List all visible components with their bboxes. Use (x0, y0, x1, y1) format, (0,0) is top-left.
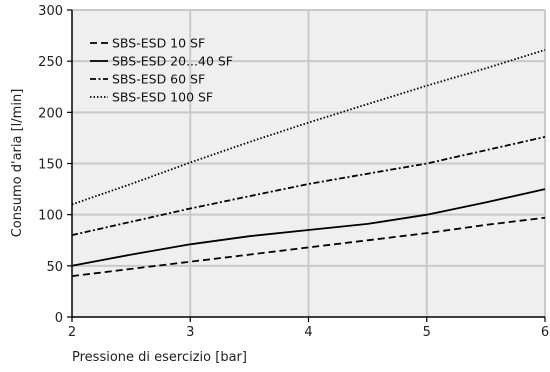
y-tick-label: 250 (38, 55, 63, 70)
legend-label: SBS-ESD 10 SF (112, 36, 205, 51)
legend-label: SBS-ESD 60 SF (112, 72, 205, 87)
tick-labels: 0 50 100 150 200 250 300 2 3 4 5 6 (38, 4, 549, 340)
x-tick-label: 6 (541, 325, 549, 340)
x-tick-label: 3 (186, 325, 194, 340)
axes (67, 9, 546, 322)
grid (72, 9, 546, 317)
series-line (71, 188, 546, 267)
legend-label: SBS-ESD 100 SF (112, 90, 213, 105)
series-line (71, 216, 546, 277)
y-tick-label: 0 (55, 311, 63, 326)
x-tick-label: 4 (304, 325, 312, 340)
legend: SBS-ESD 10 SF SBS-ESD 20...40 SF SBS-ESD 6… (90, 36, 233, 105)
y-axis-title: Consumo d'aria [l/min] (10, 89, 25, 238)
y-tick-label: 200 (38, 106, 63, 121)
x-axis-title: Pressione di esercizio [bar] (72, 350, 247, 365)
y-tick-label: 150 (38, 158, 63, 173)
legend-label: SBS-ESD 20...40 SF (112, 54, 233, 69)
series-line (71, 136, 546, 236)
y-tick-label: 50 (46, 260, 63, 275)
x-tick-label: 5 (423, 325, 431, 340)
x-tick-label: 2 (68, 325, 76, 340)
series-lines (71, 49, 546, 277)
y-tick-label: 300 (38, 4, 63, 19)
y-tick-label: 100 (38, 209, 63, 224)
